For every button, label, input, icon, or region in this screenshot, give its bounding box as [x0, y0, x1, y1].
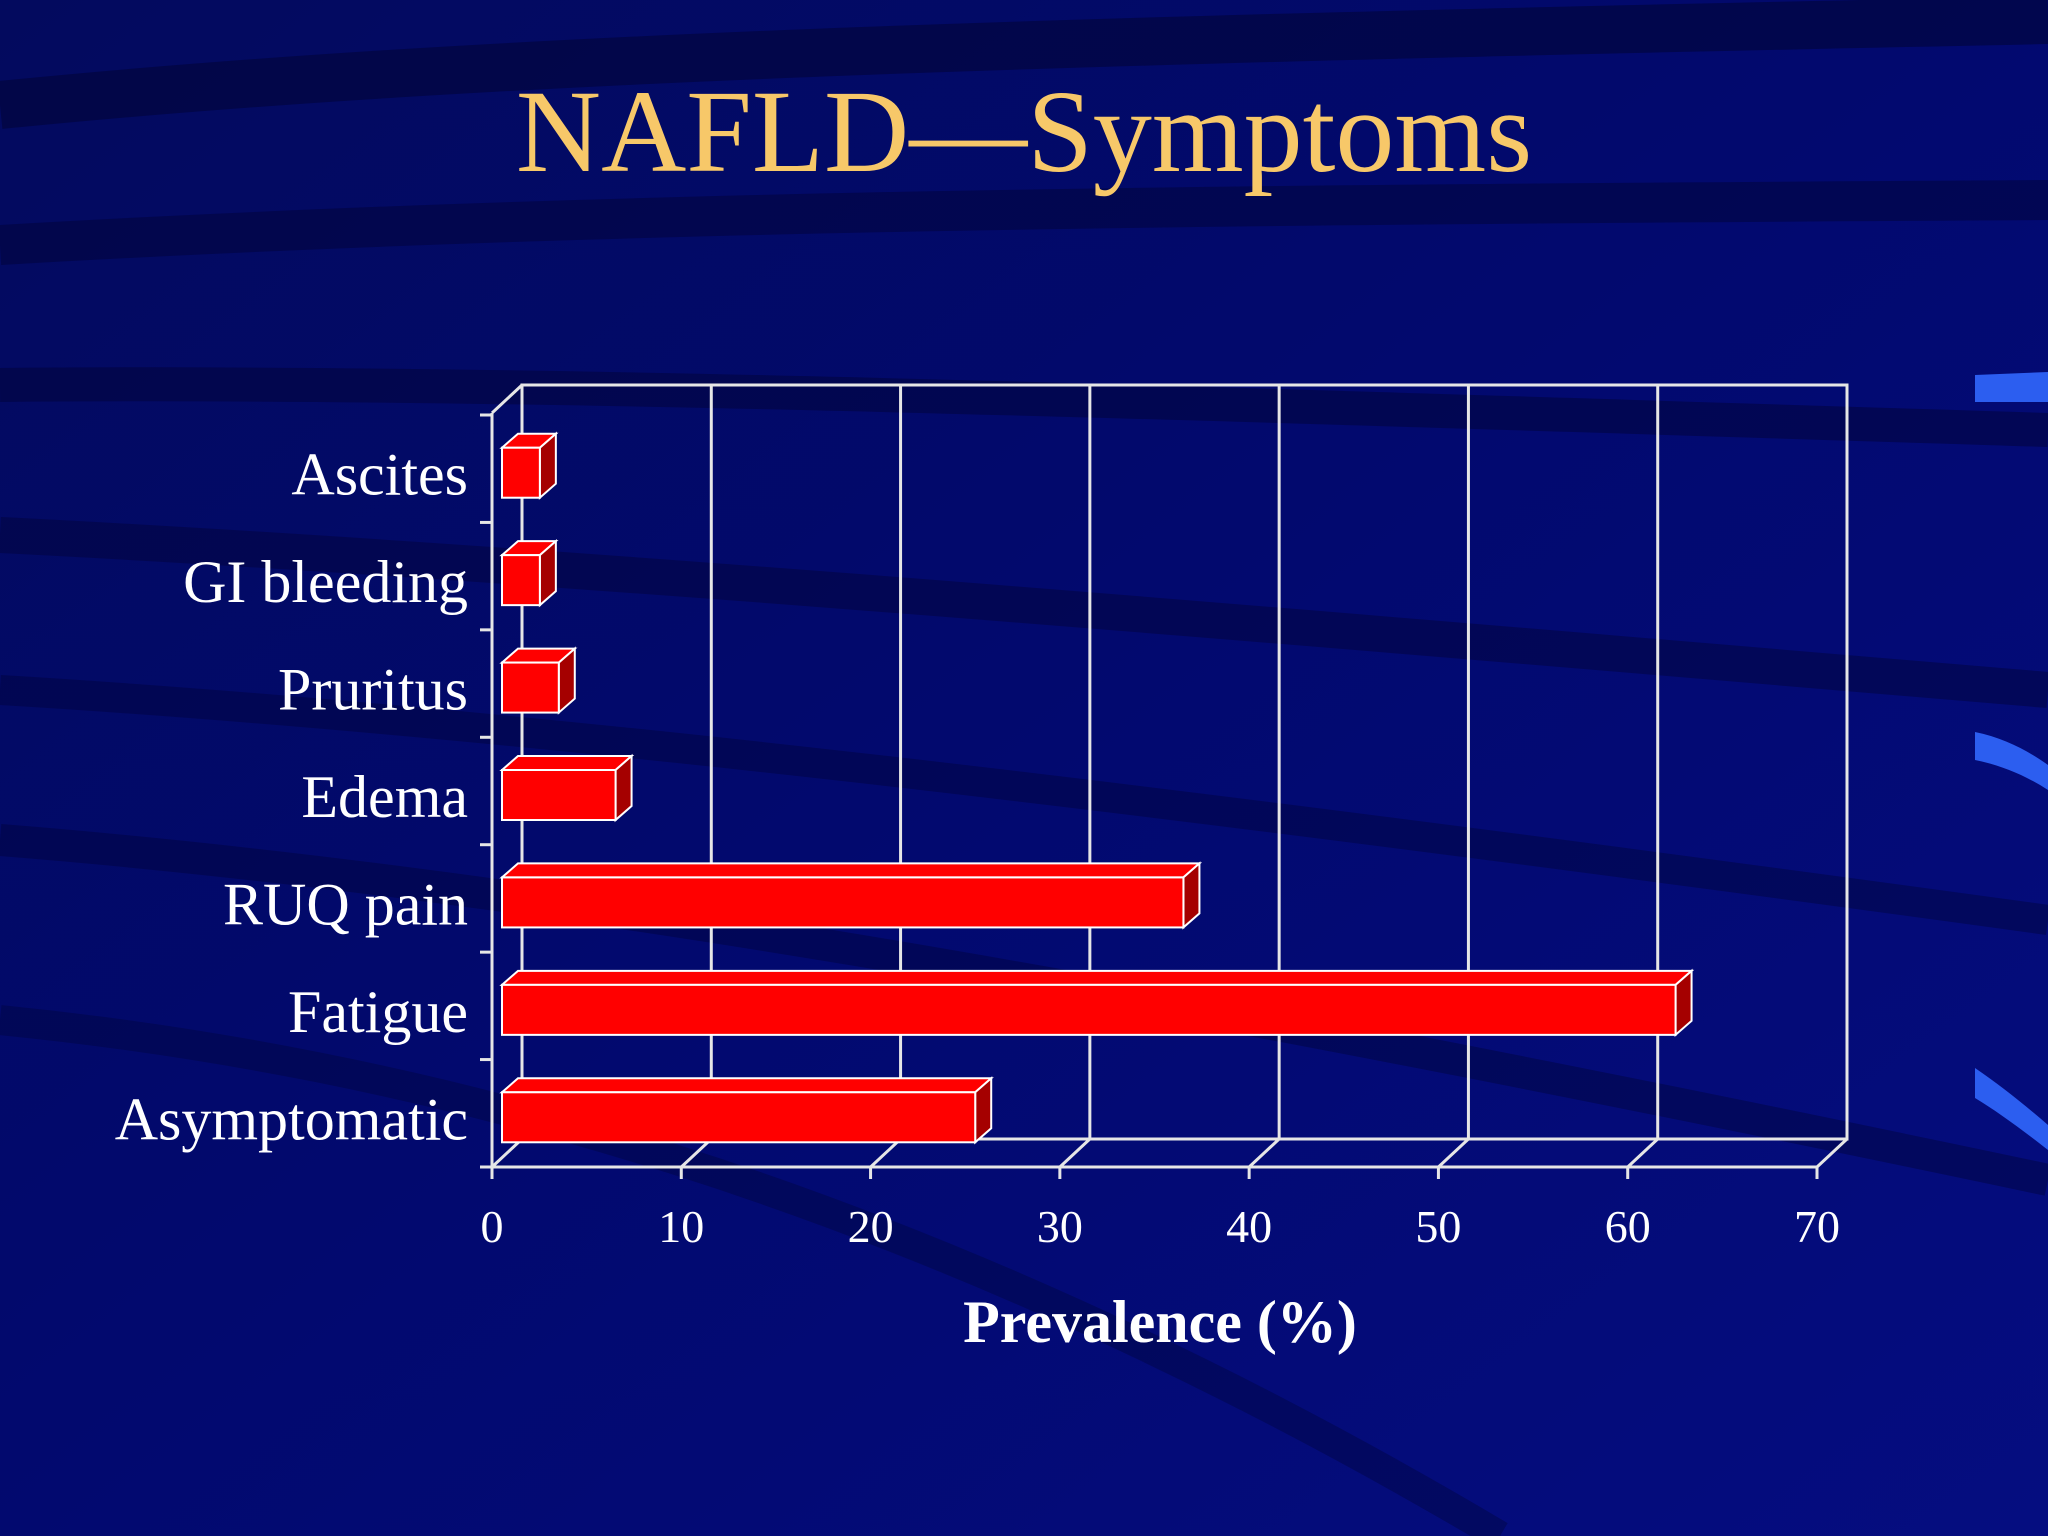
slide-title: NAFLD—Symptoms: [515, 66, 1533, 197]
floor-line: [680, 1137, 713, 1169]
floor-line: [1248, 1137, 1281, 1169]
floor-line: [1437, 1137, 1470, 1169]
bar: [501, 769, 617, 821]
floor-line: [1815, 1137, 1849, 1169]
bar-top-face: [499, 862, 1203, 879]
floor-line: [1626, 1137, 1659, 1169]
x-tick-label: 0: [481, 1201, 504, 1252]
bar: [501, 876, 1185, 929]
x-tick-label: 40: [1226, 1201, 1272, 1252]
y-axis-top-edge: [490, 383, 524, 415]
category-label: Fatigue: [288, 979, 468, 1045]
category-label: RUQ pain: [223, 871, 468, 937]
x-tick-label: 50: [1415, 1201, 1461, 1252]
x-tick-label: 10: [658, 1201, 704, 1252]
bar: [501, 554, 541, 607]
category-label: Asymptomatic: [115, 1086, 468, 1152]
bar-top-face: [499, 755, 635, 771]
bar: [501, 1091, 977, 1144]
bar: [501, 661, 560, 714]
x-tick-label: 60: [1605, 1201, 1651, 1252]
floor-line: [1058, 1137, 1091, 1169]
category-label: Edema: [301, 764, 468, 830]
x-axis-label: Prevalence (%): [963, 1289, 1357, 1355]
bar-top-face: [499, 969, 1695, 986]
floor-line: [490, 1137, 524, 1169]
bar: [501, 446, 541, 499]
category-label: Ascites: [291, 442, 468, 508]
floor-line: [869, 1137, 902, 1169]
x-tick-label: 70: [1794, 1201, 1840, 1252]
bar: [501, 983, 1677, 1036]
bar-top-face: [499, 1077, 994, 1094]
x-tick-label: 20: [848, 1201, 894, 1252]
category-label: GI bleeding: [183, 549, 468, 615]
x-tick-label: 30: [1037, 1201, 1083, 1252]
category-label: Pruritus: [278, 657, 468, 723]
